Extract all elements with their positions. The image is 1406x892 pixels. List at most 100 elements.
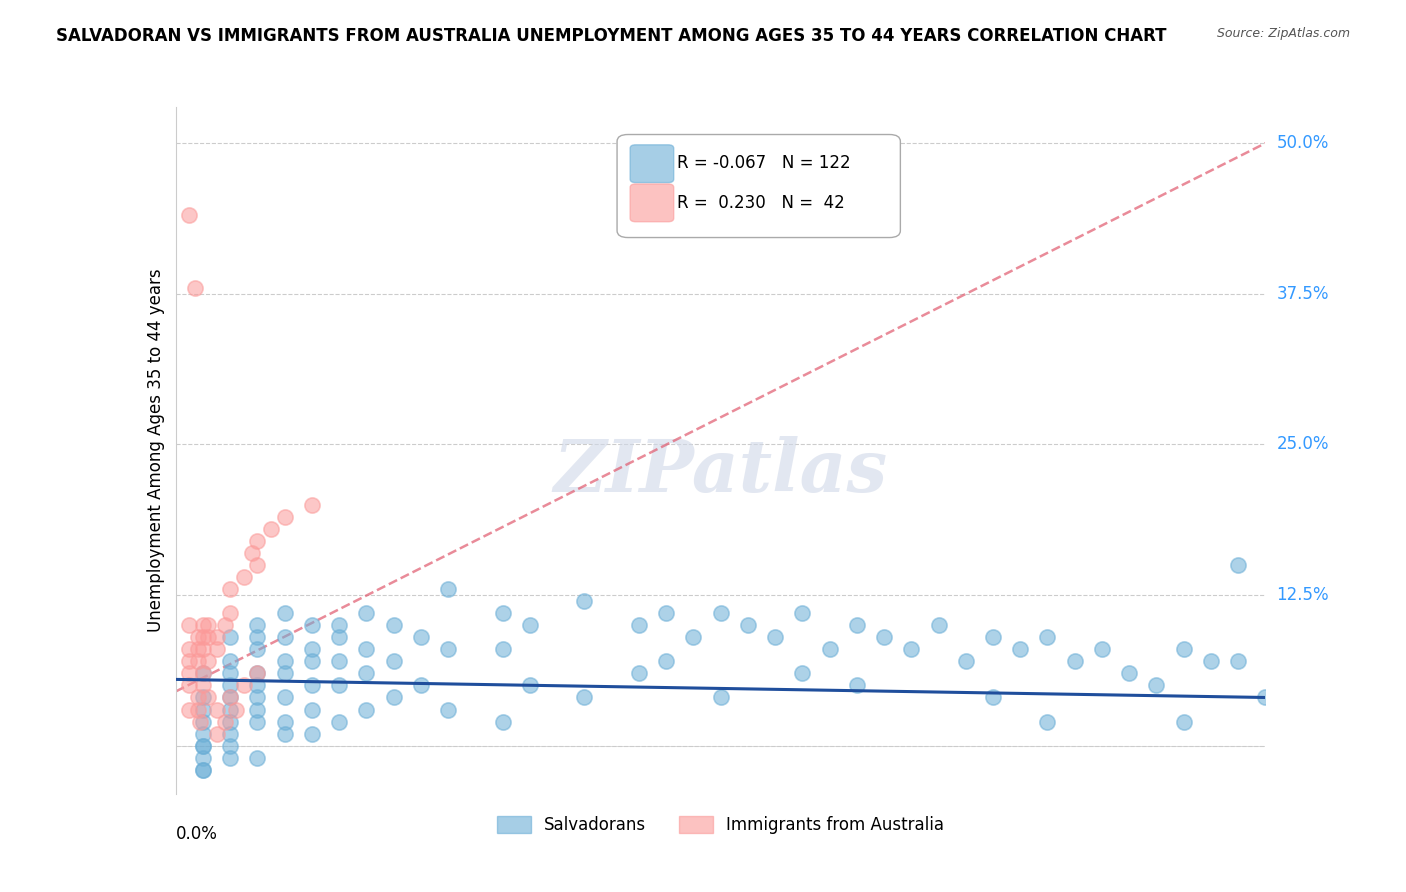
Point (191, 726, 214, 740)
Point (191, 739, 214, 753)
Point (246, 533, 269, 548)
Point (437, 582, 460, 596)
FancyBboxPatch shape (617, 135, 900, 237)
Point (274, 726, 297, 740)
Point (179, 678, 201, 692)
Point (981, 630, 1004, 644)
Point (328, 654, 350, 668)
Point (246, 630, 269, 644)
Point (246, 642, 269, 657)
Text: SALVADORAN VS IMMIGRANTS FROM AUSTRALIA UNEMPLOYMENT AMONG AGES 35 TO 44 YEARS C: SALVADORAN VS IMMIGRANTS FROM AUSTRALIA … (56, 27, 1167, 45)
Point (900, 642, 922, 657)
Point (232, 570, 254, 584)
Point (492, 714, 515, 729)
Point (437, 702, 460, 716)
Point (1036, 630, 1059, 644)
Point (246, 678, 269, 692)
Point (232, 678, 254, 692)
Point (492, 606, 515, 620)
Point (301, 642, 323, 657)
Point (328, 678, 350, 692)
Point (219, 678, 242, 692)
Point (1199, 654, 1222, 668)
Point (1227, 654, 1250, 668)
Point (409, 630, 432, 644)
Point (955, 654, 977, 668)
Point (179, 209, 201, 223)
Point (214, 714, 236, 729)
Point (274, 606, 297, 620)
Legend: Salvadorans, Immigrants from Australia: Salvadorans, Immigrants from Australia (491, 809, 950, 840)
Point (627, 666, 650, 681)
Point (301, 678, 323, 692)
Point (191, 666, 214, 681)
Point (191, 642, 214, 657)
Point (184, 281, 207, 295)
Point (792, 666, 814, 681)
Point (219, 630, 242, 644)
Text: Source: ZipAtlas.com: Source: ZipAtlas.com (1216, 27, 1350, 40)
Point (219, 714, 242, 729)
Point (246, 618, 269, 632)
Point (328, 630, 350, 644)
Point (1118, 666, 1140, 681)
Point (1144, 678, 1167, 692)
Point (437, 642, 460, 657)
Point (1227, 558, 1250, 572)
Point (627, 618, 650, 632)
Point (246, 702, 269, 716)
Point (191, 690, 214, 705)
Point (191, 750, 214, 764)
Point (186, 642, 209, 657)
Point (246, 690, 269, 705)
Point (655, 606, 678, 620)
Point (492, 642, 515, 657)
Point (246, 666, 269, 681)
Point (197, 690, 219, 705)
Point (205, 630, 228, 644)
Point (246, 558, 269, 572)
Point (981, 690, 1004, 705)
Y-axis label: Unemployment Among Ages 35 to 44 years: Unemployment Among Ages 35 to 44 years (146, 268, 165, 632)
Point (1036, 714, 1059, 729)
Point (219, 654, 242, 668)
Text: 50.0%: 50.0% (1277, 134, 1329, 153)
Point (179, 618, 201, 632)
Point (191, 702, 214, 716)
Point (219, 702, 242, 716)
Point (356, 702, 378, 716)
Point (186, 690, 209, 705)
Point (301, 618, 323, 632)
Point (274, 714, 297, 729)
Point (382, 654, 405, 668)
Point (356, 606, 378, 620)
Point (274, 654, 297, 668)
Text: ZIPatlas: ZIPatlas (554, 435, 887, 507)
Point (1254, 690, 1277, 705)
Text: R = -0.067   N = 122: R = -0.067 N = 122 (678, 154, 851, 172)
Point (186, 630, 209, 644)
Point (382, 690, 405, 705)
Point (246, 666, 269, 681)
Point (274, 630, 297, 644)
Point (191, 678, 214, 692)
Point (845, 618, 868, 632)
Point (205, 642, 228, 657)
Point (186, 654, 209, 668)
Point (655, 654, 678, 668)
Point (792, 606, 814, 620)
Point (409, 678, 432, 692)
Point (928, 618, 950, 632)
Point (197, 654, 219, 668)
Point (179, 702, 201, 716)
Point (710, 606, 733, 620)
Point (873, 630, 896, 644)
Point (191, 618, 214, 632)
Point (219, 606, 242, 620)
Point (519, 678, 541, 692)
Point (246, 750, 269, 764)
Point (519, 618, 541, 632)
Point (274, 509, 297, 524)
Point (274, 666, 297, 681)
Point (1010, 642, 1032, 657)
